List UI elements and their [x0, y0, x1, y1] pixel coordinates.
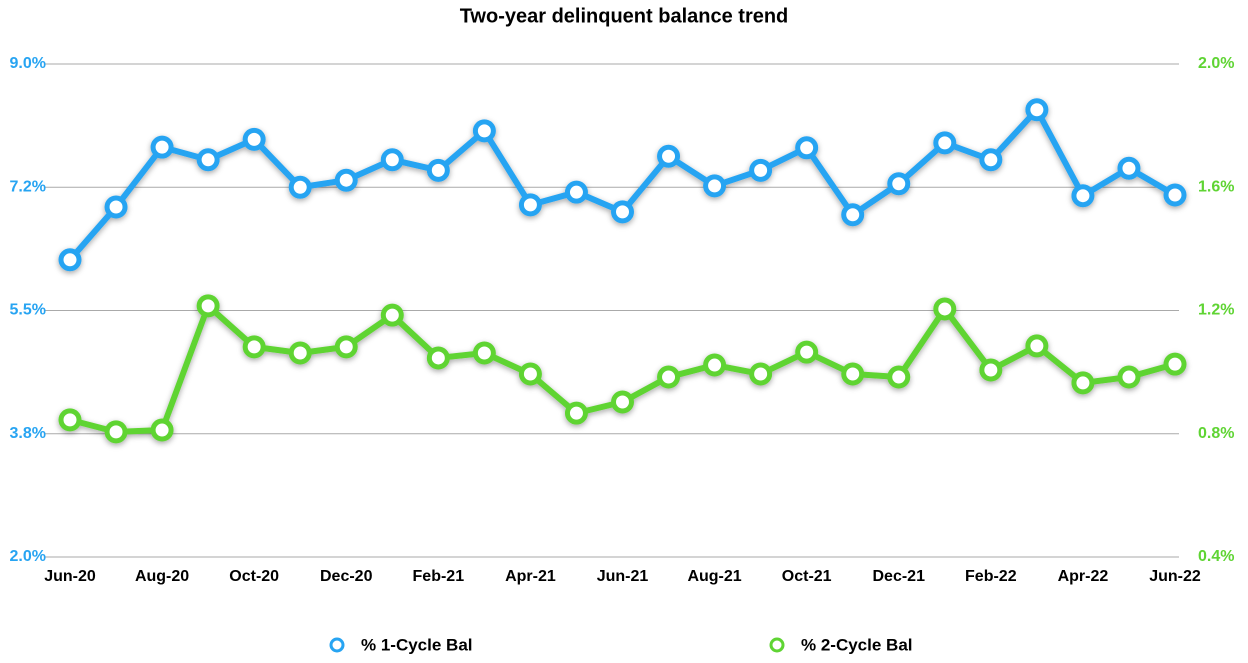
- point: [611, 200, 634, 224]
- point: [979, 148, 1003, 172]
- x-tick-label: Jun-21: [597, 568, 649, 585]
- point: [1117, 156, 1141, 180]
- series: [58, 294, 1187, 444]
- x-tick-label: Oct-20: [229, 568, 279, 585]
- point: [472, 341, 496, 365]
- point: [334, 335, 358, 359]
- chart-title: Two-year delinquent balance trend: [460, 5, 789, 27]
- point: [749, 158, 773, 182]
- point: [749, 362, 773, 386]
- point: [288, 175, 312, 199]
- series-line: [67, 106, 1177, 262]
- point: [288, 341, 312, 365]
- x-tick-label: Feb-22: [965, 568, 1017, 585]
- point: [1163, 183, 1187, 207]
- legend-label: % 2-Cycle Bal: [801, 635, 913, 654]
- x-tick-label: Apr-22: [1058, 568, 1109, 585]
- point: [426, 346, 450, 370]
- point: [104, 420, 128, 444]
- point: [104, 195, 128, 219]
- point: [657, 144, 681, 168]
- point: [150, 418, 174, 442]
- legend-marker: [329, 637, 345, 653]
- point: [887, 365, 911, 389]
- x-tick-label: Apr-21: [505, 568, 556, 585]
- x-tick-label: Jun-22: [1149, 568, 1201, 585]
- point: [841, 203, 865, 227]
- point: [58, 408, 82, 432]
- point: [703, 353, 727, 377]
- point: [242, 335, 266, 359]
- x-tick-label: Feb-21: [413, 568, 465, 585]
- point: [1025, 334, 1049, 358]
- point: [1163, 352, 1187, 376]
- point: [1071, 184, 1095, 208]
- y2-tick-label: 2.0%: [1198, 55, 1234, 72]
- point: [933, 297, 957, 321]
- point: [564, 180, 588, 204]
- point: [841, 362, 865, 386]
- point: [933, 131, 957, 155]
- y-tick-label: 5.5%: [10, 302, 46, 319]
- point: [196, 148, 220, 172]
- point: [1117, 365, 1141, 389]
- y2-tick-label: 0.8%: [1198, 425, 1234, 442]
- point: [657, 365, 681, 389]
- x-tick-label: Aug-21: [687, 568, 741, 585]
- y2-tick-label: 1.2%: [1198, 302, 1234, 319]
- point: [1025, 98, 1049, 122]
- x-tick-label: Dec-21: [873, 568, 926, 585]
- point: [703, 174, 727, 198]
- y-tick-label: 9.0%: [10, 55, 46, 72]
- x-tick-label: Aug-20: [135, 568, 189, 585]
- point: [795, 340, 819, 364]
- series: [58, 98, 1187, 272]
- point: [380, 148, 404, 172]
- point: [472, 119, 496, 143]
- legend-marker: [769, 637, 785, 653]
- x-tick-label: Oct-21: [782, 568, 832, 585]
- y2-tick-label: 0.4%: [1198, 548, 1234, 565]
- y2-tick-label: 1.6%: [1198, 178, 1234, 195]
- y-tick-label: 7.2%: [10, 178, 46, 195]
- y-tick-label: 2.0%: [10, 548, 46, 565]
- point: [979, 358, 1003, 382]
- x-tick-label: Dec-20: [320, 568, 373, 585]
- point: [426, 158, 450, 182]
- point: [1071, 371, 1095, 395]
- legend-label: % 1-Cycle Bal: [361, 635, 473, 654]
- point: [380, 303, 404, 327]
- y-tick-label: 3.8%: [10, 425, 46, 442]
- point: [611, 390, 634, 414]
- point: [795, 136, 819, 160]
- point: [58, 248, 82, 272]
- point: [150, 135, 174, 159]
- point: [242, 127, 266, 151]
- point: [564, 401, 588, 425]
- point: [518, 362, 542, 386]
- point: [518, 193, 542, 217]
- point: [887, 172, 911, 196]
- x-tick-label: Jun-20: [44, 568, 96, 585]
- point: [196, 294, 220, 318]
- point: [334, 168, 358, 192]
